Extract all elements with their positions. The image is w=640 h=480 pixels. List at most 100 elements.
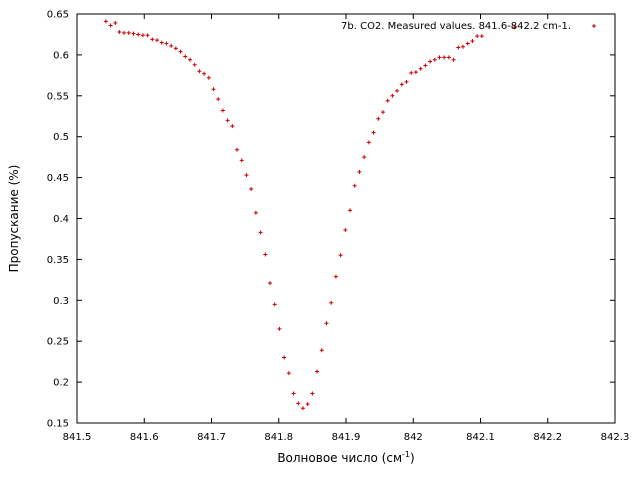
data-point	[140, 33, 145, 38]
data-point	[399, 82, 404, 87]
data-point	[239, 158, 244, 163]
legend-marker	[592, 24, 596, 28]
data-point	[352, 183, 357, 188]
data-point	[173, 46, 178, 51]
data-point	[395, 88, 400, 93]
x-tick-label: 841.6	[130, 432, 159, 443]
y-tick-label: 0.4	[53, 214, 69, 225]
x-axis-ticks: 841.5 841.6 841.7 841.8 841.9 842 842.1 842.2 84…	[63, 14, 630, 443]
data-point	[348, 208, 353, 213]
data-point	[512, 25, 517, 30]
data-point	[324, 321, 329, 326]
data-point	[475, 34, 480, 39]
data-point	[164, 41, 169, 46]
data-point	[371, 130, 376, 135]
data-point	[249, 187, 254, 192]
data-point	[291, 391, 296, 396]
data-point	[126, 30, 131, 35]
data-point	[225, 118, 230, 123]
x-axis-label-suffix: )	[410, 451, 415, 465]
data-point	[432, 57, 437, 62]
data-point	[418, 66, 423, 71]
x-tick-label: 842.3	[601, 432, 630, 443]
y-tick-label: 0.6	[53, 50, 69, 61]
data-point	[216, 97, 221, 102]
data-point	[187, 57, 192, 62]
data-point	[390, 93, 395, 98]
data-point	[178, 49, 183, 54]
data-point	[461, 44, 466, 49]
data-point	[145, 33, 150, 38]
data-point	[122, 30, 127, 35]
data-point	[423, 63, 428, 68]
x-axis-label-superscript: -1	[402, 450, 410, 459]
x-tick-label: 842	[404, 432, 423, 443]
x-tick-label: 841.7	[197, 432, 226, 443]
data-point	[376, 116, 381, 121]
data-point	[404, 79, 409, 84]
data-point	[333, 274, 338, 279]
data-point	[362, 155, 367, 160]
data-point	[286, 371, 291, 376]
data-point	[169, 43, 174, 48]
data-point	[159, 40, 164, 45]
y-tick-label: 0.15	[47, 419, 69, 430]
data-point	[409, 70, 414, 75]
data-point	[343, 227, 348, 232]
data-point	[230, 124, 235, 129]
data-point	[437, 55, 442, 60]
data-point	[131, 31, 136, 36]
data-point	[446, 55, 451, 60]
x-tick-label: 842.1	[466, 432, 495, 443]
data-point	[470, 38, 475, 43]
data-point	[296, 401, 301, 406]
data-point	[357, 169, 362, 174]
data-point	[263, 252, 268, 257]
data-point	[329, 300, 334, 305]
data-point	[385, 98, 390, 103]
y-axis-ticks: 0.15 0.2 0.25 0.3 0.35 0.4 0.45 0.5 0.55 0.6 0.65	[47, 10, 615, 430]
data-point	[150, 37, 155, 42]
data-points	[103, 19, 517, 411]
data-point	[366, 140, 371, 145]
y-tick-label: 0.65	[47, 10, 69, 21]
y-axis-label: Пропускание (%)	[7, 165, 21, 273]
y-tick-label: 0.5	[53, 132, 69, 143]
data-point	[136, 32, 141, 37]
y-tick-label: 0.25	[47, 337, 69, 348]
data-point	[108, 23, 113, 28]
data-point	[258, 230, 263, 235]
x-axis-label: Волновое число (см-1)	[277, 450, 414, 465]
data-point	[428, 59, 433, 64]
data-point	[319, 348, 324, 353]
data-point	[456, 45, 461, 50]
y-tick-label: 0.35	[47, 255, 69, 266]
y-tick-label: 0.3	[53, 296, 69, 307]
y-tick-label: 0.55	[47, 91, 69, 102]
data-point	[268, 281, 273, 286]
data-point	[103, 19, 108, 24]
data-point	[253, 210, 258, 215]
data-point	[113, 20, 118, 25]
data-point	[451, 57, 456, 62]
data-point	[338, 253, 343, 258]
x-tick-label: 841.9	[332, 432, 361, 443]
data-point	[202, 71, 207, 76]
data-point	[183, 54, 188, 59]
data-point	[117, 29, 122, 34]
data-point	[479, 34, 484, 39]
data-point	[192, 62, 197, 67]
data-point	[206, 75, 211, 80]
data-point	[155, 38, 160, 43]
data-point	[282, 355, 287, 360]
data-point	[310, 391, 315, 396]
data-point	[197, 69, 202, 74]
y-tick-label: 0.45	[47, 173, 69, 184]
data-point	[244, 173, 249, 178]
data-point	[413, 70, 418, 75]
data-point	[442, 55, 447, 60]
x-tick-label: 842.2	[533, 432, 562, 443]
data-point	[465, 41, 470, 46]
data-point	[235, 147, 240, 152]
